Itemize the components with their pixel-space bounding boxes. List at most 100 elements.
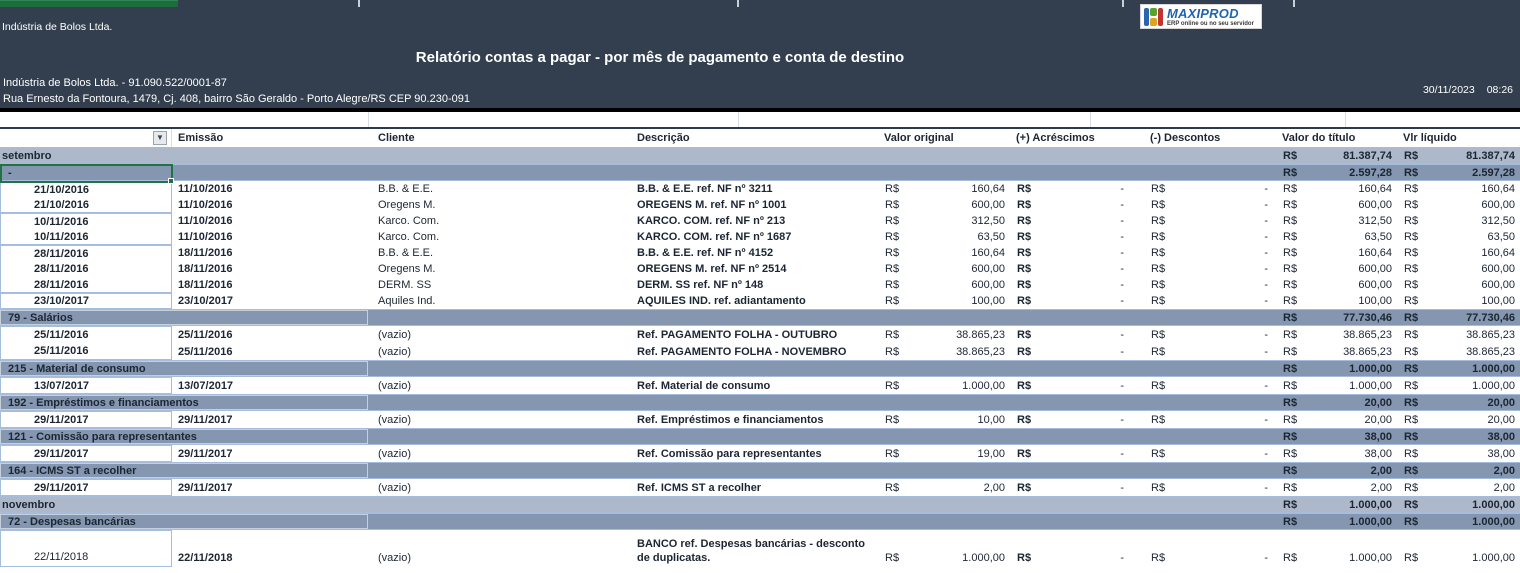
group-label[interactable]: 164 - ICMS ST a recolher: [0, 463, 878, 478]
money-cell-liquido[interactable]: R$ 160,64: [1397, 245, 1520, 261]
money-cell-titulo[interactable]: R$ 600,00: [1276, 277, 1397, 293]
emission-date-cell[interactable]: 29/11/2017: [172, 479, 368, 496]
money-cell-acrescimos[interactable]: R$ -: [1010, 181, 1144, 197]
money-cell-liquido[interactable]: R$ 2,00: [1397, 463, 1520, 478]
money-cell-liquido[interactable]: R$ 2.597,28: [1397, 165, 1520, 180]
money-cell-acrescimos[interactable]: R$ -: [1010, 411, 1144, 428]
money-cell-titulo[interactable]: R$ 600,00: [1276, 261, 1397, 277]
money-cell-descontos[interactable]: R$ -: [1144, 181, 1276, 197]
money-cell-titulo[interactable]: R$ 1.000,00: [1276, 361, 1397, 376]
money-cell-acrescimos[interactable]: R$ -: [1010, 197, 1144, 213]
money-cell-original[interactable]: R$ 160,64: [878, 181, 1010, 197]
money-cell-titulo[interactable]: R$ 2,00: [1276, 463, 1397, 478]
client-cell[interactable]: Karco. Com.: [368, 213, 635, 229]
money-cell-liquido[interactable]: R$ 38.865,23: [1397, 343, 1520, 360]
money-cell-liquido[interactable]: R$ 600,00: [1397, 277, 1520, 293]
empty-cell[interactable]: [1144, 395, 1276, 410]
money-cell-acrescimos[interactable]: R$ -: [1010, 261, 1144, 277]
money-cell-liquido[interactable]: R$ 1.000,00: [1397, 377, 1520, 394]
emission-date-cell[interactable]: 18/11/2016: [172, 261, 368, 277]
payment-date-cell[interactable]: 13/07/2017: [0, 377, 172, 394]
description-cell[interactable]: BANCO ref. Despesas bancárias - desconto…: [635, 530, 878, 567]
group-label[interactable]: 192 - Empréstimos e financiamentos: [0, 395, 878, 410]
money-cell-liquido[interactable]: R$ 1.000,00: [1397, 514, 1520, 529]
empty-cell[interactable]: [878, 497, 1010, 512]
client-cell[interactable]: Oregens M.: [368, 261, 635, 277]
money-cell-titulo[interactable]: R$ 20,00: [1276, 395, 1397, 410]
description-cell[interactable]: AQUILES IND. ref. adiantamento: [635, 293, 878, 309]
money-cell-descontos[interactable]: R$ -: [1144, 277, 1276, 293]
money-cell-descontos[interactable]: R$ -: [1144, 326, 1276, 343]
filter-dropdown-button[interactable]: ▼: [153, 131, 167, 145]
empty-cell[interactable]: [1144, 497, 1276, 512]
payment-date-cell[interactable]: 10/11/2016: [0, 229, 172, 245]
description-cell[interactable]: OREGENS M. ref. NF nº 1001: [635, 197, 878, 213]
emission-date-cell[interactable]: 11/10/2016: [172, 213, 368, 229]
money-cell-descontos[interactable]: R$ -: [1144, 377, 1276, 394]
money-cell-descontos[interactable]: R$ -: [1144, 293, 1276, 309]
money-cell-descontos[interactable]: R$ -: [1144, 261, 1276, 277]
group-label[interactable]: 79 - Salários: [0, 310, 878, 325]
emission-date-cell[interactable]: 11/10/2016: [172, 197, 368, 213]
group-label[interactable]: novembro: [0, 497, 878, 512]
empty-cell[interactable]: [878, 429, 1010, 444]
money-cell-original[interactable]: R$ 600,00: [878, 197, 1010, 213]
client-cell[interactable]: B.B. & E.E.: [368, 245, 635, 261]
money-cell-titulo[interactable]: R$ 20,00: [1276, 411, 1397, 428]
money-cell-original[interactable]: R$ 100,00: [878, 293, 1010, 309]
description-cell[interactable]: B.B. & E.E. ref. NF nº 3211: [635, 181, 878, 197]
description-cell[interactable]: Ref. Material de consumo: [635, 377, 878, 394]
money-cell-original[interactable]: R$ 1.000,00: [878, 530, 1010, 567]
empty-cell[interactable]: [1010, 497, 1144, 512]
money-cell-titulo[interactable]: R$ 600,00: [1276, 197, 1397, 213]
client-cell[interactable]: (vazio): [368, 479, 635, 496]
empty-cell[interactable]: [1144, 310, 1276, 325]
money-cell-titulo[interactable]: R$ 160,64: [1276, 245, 1397, 261]
money-cell-titulo[interactable]: R$ 63,50: [1276, 229, 1397, 245]
client-cell[interactable]: (vazio): [368, 377, 635, 394]
money-cell-acrescimos[interactable]: R$ -: [1010, 229, 1144, 245]
empty-cell[interactable]: [1144, 514, 1276, 529]
money-cell-titulo[interactable]: R$ 38.865,23: [1276, 343, 1397, 360]
payment-date-cell[interactable]: 29/11/2017: [0, 445, 172, 462]
money-cell-liquido[interactable]: R$ 38,00: [1397, 445, 1520, 462]
money-cell-original[interactable]: R$ 38.865,23: [878, 326, 1010, 343]
money-cell-titulo[interactable]: R$ 38,00: [1276, 445, 1397, 462]
client-cell[interactable]: DERM. SS: [368, 277, 635, 293]
money-cell-liquido[interactable]: R$ 20,00: [1397, 411, 1520, 428]
group-label[interactable]: setembro: [0, 148, 878, 163]
empty-cell[interactable]: [878, 165, 1010, 180]
group-label[interactable]: 215 - Material de consumo: [0, 361, 878, 376]
emission-date-cell[interactable]: 29/11/2017: [172, 445, 368, 462]
money-cell-liquido[interactable]: R$ 1.000,00: [1397, 530, 1520, 567]
empty-cell[interactable]: [1010, 395, 1144, 410]
money-cell-acrescimos[interactable]: R$ -: [1010, 479, 1144, 496]
money-cell-original[interactable]: R$ 2,00: [878, 479, 1010, 496]
money-cell-liquido[interactable]: R$ 1.000,00: [1397, 497, 1520, 512]
empty-cell[interactable]: [1144, 361, 1276, 376]
money-cell-original[interactable]: R$ 38.865,23: [878, 343, 1010, 360]
money-cell-liquido[interactable]: R$ 600,00: [1397, 261, 1520, 277]
money-cell-acrescimos[interactable]: R$ -: [1010, 377, 1144, 394]
emission-date-cell[interactable]: 11/10/2016: [172, 229, 368, 245]
money-cell-titulo[interactable]: R$ 160,64: [1276, 181, 1397, 197]
payment-date-cell[interactable]: 28/11/2016: [0, 245, 172, 261]
empty-cell[interactable]: [878, 361, 1010, 376]
money-cell-liquido[interactable]: R$ 20,00: [1397, 395, 1520, 410]
empty-cell[interactable]: [878, 463, 1010, 478]
empty-cell[interactable]: [878, 514, 1010, 529]
emission-date-cell[interactable]: 22/11/2018: [172, 530, 368, 567]
money-cell-titulo[interactable]: R$ 100,00: [1276, 293, 1397, 309]
group-label[interactable]: 72 - Despesas bancárias: [0, 514, 878, 529]
empty-cell[interactable]: [1010, 361, 1144, 376]
group-label[interactable]: 121 - Comissão para representantes: [0, 429, 878, 444]
money-cell-titulo[interactable]: R$ 77.730,46: [1276, 310, 1397, 325]
client-cell[interactable]: (vazio): [368, 530, 635, 567]
empty-cell[interactable]: [1010, 165, 1144, 180]
money-cell-descontos[interactable]: R$ -: [1144, 479, 1276, 496]
empty-cell[interactable]: [1010, 463, 1144, 478]
money-cell-original[interactable]: R$ 312,50: [878, 213, 1010, 229]
emission-date-cell[interactable]: 23/10/2017: [172, 293, 368, 309]
money-cell-descontos[interactable]: R$ -: [1144, 213, 1276, 229]
money-cell-liquido[interactable]: R$ 77.730,46: [1397, 310, 1520, 325]
